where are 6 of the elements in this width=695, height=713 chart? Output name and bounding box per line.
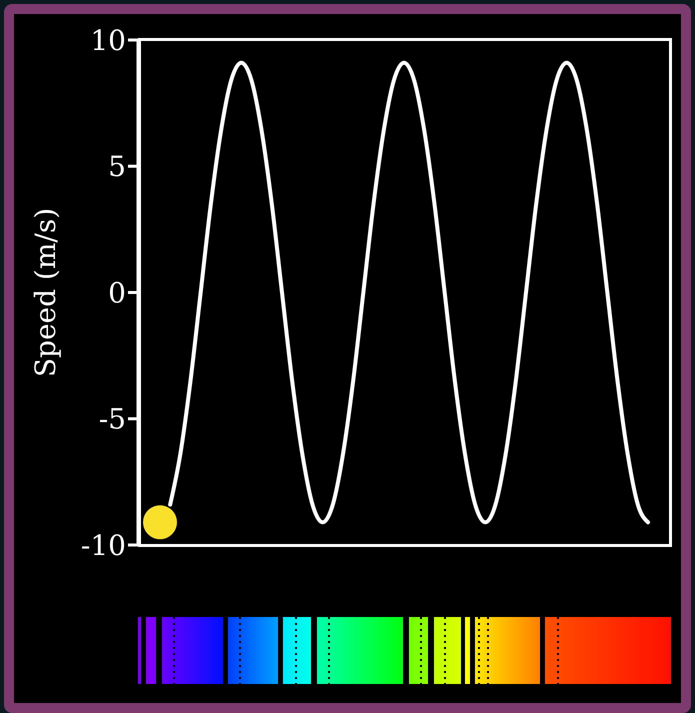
y-tick-label: 5 xyxy=(108,150,126,184)
y-tick-label: 10 xyxy=(90,24,126,57)
y-tick-label: -10 xyxy=(80,528,126,562)
y-tick-label: -5 xyxy=(98,402,126,436)
y-axis-title: Speed (m/s) xyxy=(28,208,62,378)
y-tick-label: 0 xyxy=(108,276,126,310)
